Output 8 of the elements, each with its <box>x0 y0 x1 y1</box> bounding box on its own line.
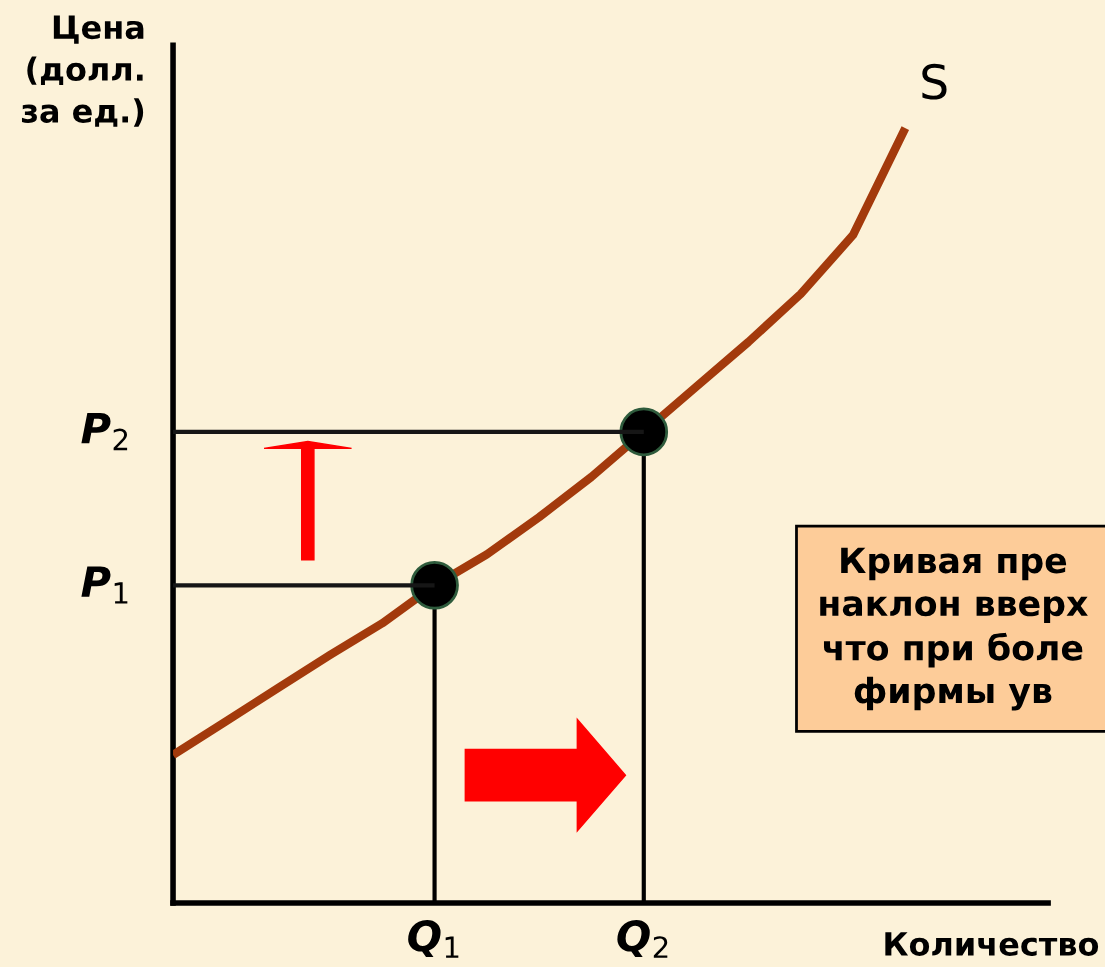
text: P$_{1}$ <box>81 566 128 604</box>
x-axis-title: Количество <box>885 932 1099 956</box>
text: P$_{2}$ <box>81 412 128 451</box>
x-tick-label: Q$_{1}$ <box>408 920 459 958</box>
y-axis-title: Цена (долл. за ед.) <box>21 15 144 127</box>
x-tick-label: Q$_{2}$ <box>617 920 668 958</box>
annotation: Кривая пре наклон вверх что при боле фирмы ув <box>820 547 1088 711</box>
series-label: S <box>922 63 947 100</box>
